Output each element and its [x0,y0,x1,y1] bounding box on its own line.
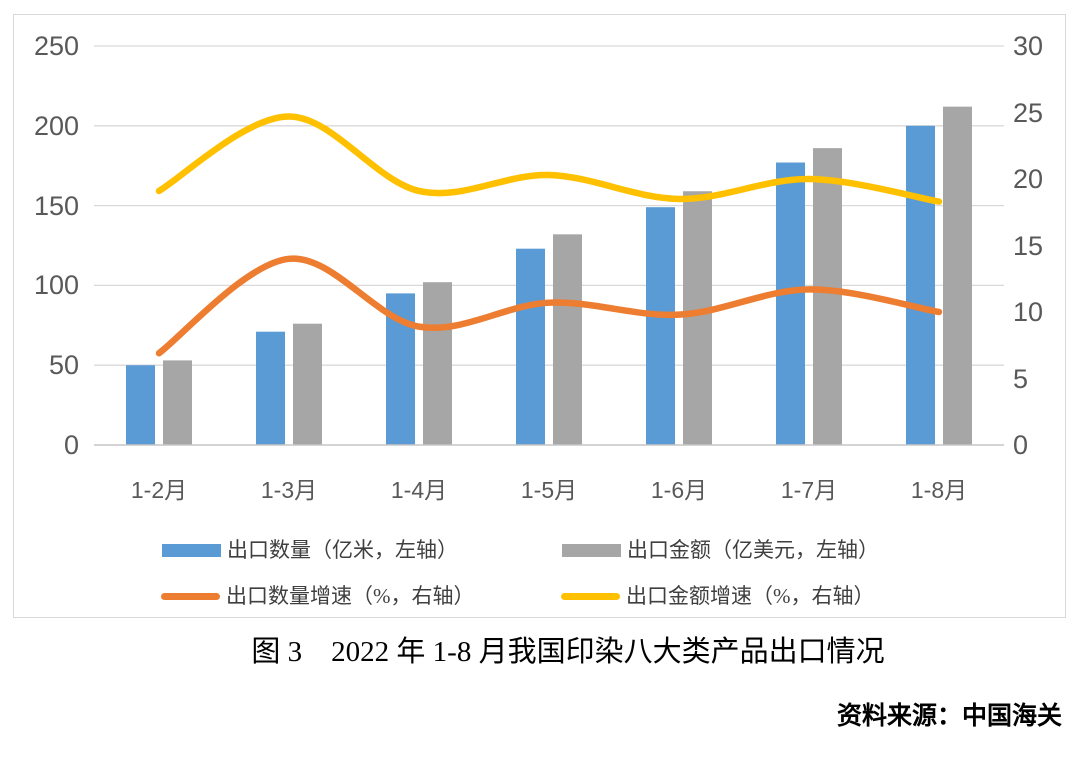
bar-export-quantity [516,248,545,445]
right-axis-tick: 25 [1013,97,1044,128]
right-axis-tick: 0 [1013,430,1029,460]
left-axis-tick: 150 [33,190,79,221]
x-axis-label: 1-2月 [130,477,188,503]
legend-swatch-value-growth [561,593,620,601]
legend-swatch-export-value [562,544,621,558]
data-source: 资料来源：中国海关 [836,702,1062,730]
right-axis-tick: 20 [1013,164,1044,194]
left-axis-tick: 50 [48,350,79,381]
bar-export-value [423,282,452,445]
bar-export-quantity [126,365,155,445]
legend-item-export-quantity: 出口数量（亿米，左轴） [162,538,458,563]
left-axis-tick: 0 [63,430,79,460]
x-axis-label: 1-4月 [390,477,448,503]
export-combo-chart [94,45,1004,446]
bar-export-quantity [256,331,285,445]
line-quantity-growth [155,255,943,357]
legend-label-export-quantity: 出口数量（亿米，左轴） [227,538,458,562]
legend-swatch-export-quantity [162,544,221,558]
legend-swatch-quantity-growth [161,593,220,601]
x-axis-label: 1-8月 [910,477,968,503]
x-axis-label: 1-6月 [650,477,708,503]
legend-item-quantity-growth: 出口数量增速（%，右轴） [161,584,475,609]
legend-label-export-value: 出口金额（亿美元，左轴） [627,538,879,562]
bar-export-quantity [646,207,675,445]
bar-export-value [293,323,322,445]
chart-panel: 250 200 150 100 50 0 30 25 20 15 10 5 0 1-2月 1-3月 1-4… [13,14,1066,618]
right-axis-tick: 10 [1013,297,1044,327]
right-axis-tick: 15 [1013,230,1044,261]
bar-export-value [163,360,192,445]
left-axis-tick: 200 [33,110,79,141]
line-value-growth [155,113,943,205]
bar-export-value [813,148,842,446]
legend-label-quantity-growth: 出口数量增速（%，右轴） [226,584,475,608]
right-axis-tick: 5 [1013,363,1029,394]
legend-label-value-growth: 出口金额增速（%，右轴） [626,584,875,608]
bar-export-value [553,234,582,445]
left-axis-tick: 250 [33,31,79,61]
legend-item-value-growth: 出口金额增速（%，右轴） [561,584,875,609]
x-axis-label: 1-5月 [520,477,578,503]
bar-export-quantity [776,162,805,445]
right-axis-tick: 30 [1013,31,1044,61]
bar-export-value [943,106,972,445]
legend-item-export-value: 出口金额（亿美元，左轴） [562,538,879,563]
left-axis-tick: 100 [33,270,79,301]
x-axis-label: 1-7月 [780,477,838,503]
bar-export-quantity [906,125,935,446]
x-axis-label: 1-3月 [260,477,318,503]
figure-caption: 图 3 2022 年 1-8 月我国印染八大类产品出口情况 [251,636,885,668]
bar-export-value [683,191,712,445]
